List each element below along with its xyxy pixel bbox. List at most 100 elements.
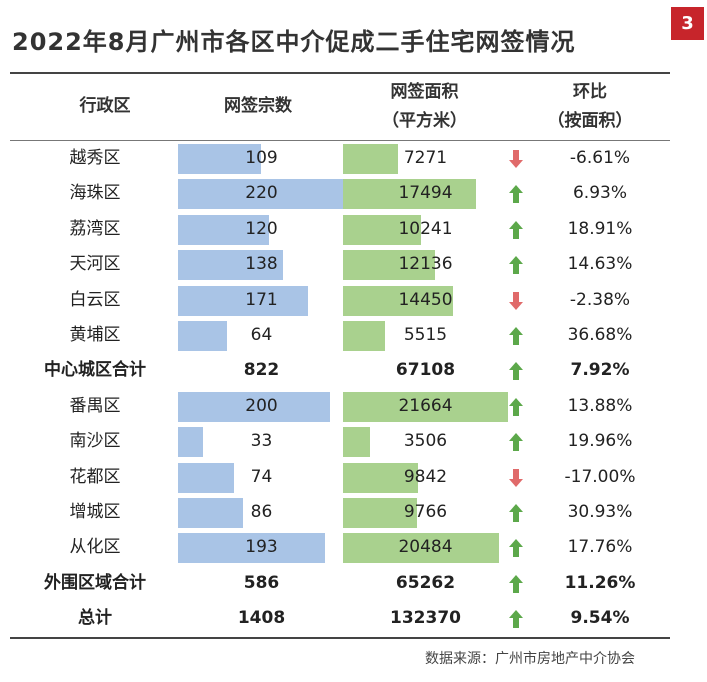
count-cell: 120 — [245, 218, 278, 239]
count-cell: 109 — [245, 148, 278, 168]
count-cell: 64 — [250, 325, 273, 345]
area-cell: 17494 — [398, 183, 453, 204]
mom-cell: 36.68% — [567, 325, 633, 345]
area-bar — [343, 214, 421, 245]
area-cell: 14450 — [398, 289, 453, 310]
count-bar — [178, 144, 261, 174]
area-bar — [343, 179, 477, 210]
mom-cell: 7.92% — [570, 360, 630, 381]
table-row: 中心城区合计 822 67108 7.92% — [10, 353, 670, 388]
district-cell: 荔湾区 — [69, 218, 121, 239]
district-cell: 从化区 — [69, 537, 121, 558]
mom-cell: -6.61% — [569, 148, 631, 168]
area-bar — [343, 498, 418, 528]
count-bar — [178, 533, 325, 564]
table-row: 番禺区 200 21664 13.88% — [10, 389, 670, 424]
table-row: 从化区 193 20484 17.76% — [10, 530, 670, 565]
area-cell: 3506 — [403, 431, 448, 452]
header-district: 行政区 — [30, 92, 180, 121]
arrow-up-icon — [509, 574, 523, 593]
count-cell: 193 — [245, 537, 278, 558]
count-bar — [178, 427, 204, 458]
count-cell: 200 — [245, 395, 278, 416]
table-row: 越秀区 109 7271 -6.61% — [10, 141, 670, 176]
mom-cell: 14.63% — [567, 254, 633, 275]
arrow-down-icon — [509, 468, 523, 487]
count-bar — [178, 321, 227, 351]
area-bar — [343, 462, 418, 493]
mom-cell: 6.93% — [572, 183, 627, 204]
area-cell: 20484 — [398, 537, 453, 558]
area-bar — [343, 321, 385, 351]
table-row: 白云区 171 14450 -2.38% — [10, 283, 670, 318]
header-mom-line1: 环比 — [573, 82, 607, 102]
area-cell: 7271 — [403, 148, 448, 168]
area-cell: 9842 — [403, 466, 448, 487]
table-row: 天河区 138 12136 14.63% — [10, 247, 670, 282]
mom-cell: 19.96% — [567, 431, 633, 452]
count-cell: 74 — [250, 466, 273, 487]
arrow-up-icon — [509, 610, 523, 629]
area-cell: 12136 — [398, 254, 453, 275]
header-count-label: 网签宗数 — [224, 96, 292, 116]
arrow-up-icon — [509, 220, 523, 239]
arrow-up-icon — [509, 539, 523, 558]
area-cell: 65262 — [395, 572, 456, 593]
area-cell: 10241 — [398, 218, 453, 239]
count-cell: 33 — [250, 431, 273, 452]
count-bar — [178, 250, 283, 281]
count-bar — [178, 462, 235, 493]
area-bar — [343, 533, 499, 564]
header-area: 网签面积 （平方米） — [342, 78, 507, 136]
table-row: 花都区 74 9842 -17.00% — [10, 460, 670, 495]
arrow-up-icon — [509, 362, 523, 381]
count-bar — [178, 179, 345, 210]
arrow-up-icon — [509, 504, 523, 522]
table-row: 南沙区 33 3506 19.96% — [10, 424, 670, 459]
table-header-rule — [10, 140, 670, 141]
district-cell: 海珠区 — [69, 183, 121, 204]
area-cell: 21664 — [398, 395, 453, 416]
mom-cell: 13.88% — [567, 395, 633, 416]
district-cell: 南沙区 — [69, 431, 121, 452]
district-cell: 番禺区 — [69, 395, 121, 416]
count-cell: 822 — [243, 360, 280, 381]
table-bottom-rule — [10, 637, 670, 639]
header-mom: 环比 （按面积） — [515, 78, 665, 136]
mom-cell: 30.93% — [567, 502, 633, 522]
header-area-line2: （平方米） — [382, 111, 467, 131]
area-cell: 132370 — [390, 608, 461, 629]
header-area-line1: 网签面积 — [390, 82, 459, 102]
district-cell: 天河区 — [69, 254, 121, 275]
count-bar — [178, 285, 308, 316]
area-bar — [343, 427, 370, 458]
arrow-up-icon — [509, 397, 523, 416]
count-cell: 1408 — [237, 608, 286, 629]
arrow-up-icon — [509, 327, 523, 345]
mom-cell: 17.76% — [567, 537, 633, 558]
area-cell: 5515 — [403, 325, 448, 345]
count-cell: 586 — [243, 572, 280, 593]
table-row: 荔湾区 120 10241 18.91% — [10, 212, 670, 247]
area-bar — [343, 391, 508, 422]
page-number-badge: 3 — [671, 7, 704, 40]
count-bar — [178, 391, 330, 422]
mom-cell: 18.91% — [567, 218, 633, 239]
district-cell: 总计 — [78, 608, 112, 629]
count-bar — [178, 498, 244, 528]
area-bar — [343, 285, 454, 316]
arrow-down-icon — [509, 291, 523, 310]
district-cell: 外围区域合计 — [44, 572, 146, 593]
table-row: 外围区域合计 586 65262 11.26% — [10, 566, 670, 601]
district-cell: 白云区 — [69, 289, 121, 310]
area-cell: 9766 — [403, 502, 448, 522]
count-cell: 171 — [245, 289, 278, 310]
district-cell: 花都区 — [69, 466, 121, 487]
header-district-label: 行政区 — [79, 96, 131, 116]
header-mom-line2: （按面积） — [547, 111, 633, 131]
arrow-down-icon — [509, 150, 523, 168]
mom-cell: 11.26% — [564, 572, 636, 593]
district-cell: 越秀区 — [69, 148, 121, 168]
header-count: 网签宗数 — [178, 92, 338, 121]
page-title: 2022年8月广州市各区中介促成二手住宅网签情况 — [12, 28, 576, 56]
